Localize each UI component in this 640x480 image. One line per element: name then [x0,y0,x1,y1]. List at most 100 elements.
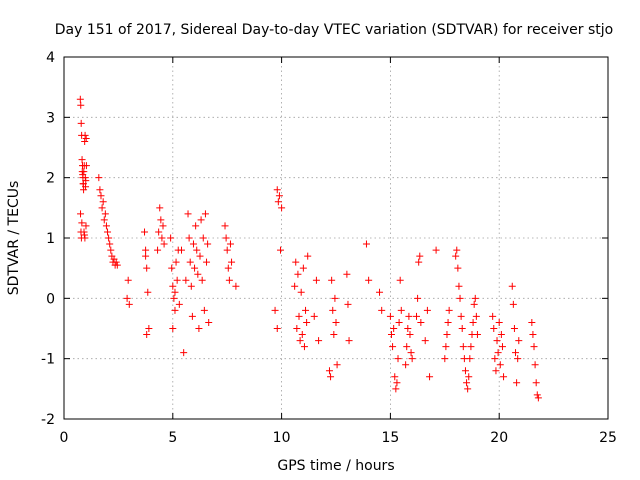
data-point [529,331,537,339]
data-point [331,294,339,302]
data-point [182,276,190,284]
axis-ticks: 0 5 10 15 20 25 -2 -1 0 1 2 3 4 [41,50,617,446]
x-tick-label: 20 [490,430,508,446]
data-point [199,234,207,242]
data-point [395,318,403,326]
data-point [185,234,193,242]
data-point [329,306,337,314]
data-point [396,276,404,284]
data-point [466,355,474,363]
data-point [98,204,106,212]
data-point [378,306,386,314]
data-point [273,325,281,332]
data-point [113,261,121,269]
data-point [97,192,105,200]
data-point [328,276,336,284]
data-point [362,240,370,248]
data-point [454,264,462,272]
data-point [423,306,431,314]
data-point [490,325,498,332]
data-point [78,219,86,227]
data-point [457,312,465,320]
data-point [512,349,520,357]
data-point [387,331,395,339]
data-point [495,318,503,326]
data-point [82,134,90,142]
data-point [470,300,478,308]
data-point [299,264,307,272]
data-point [292,258,300,266]
data-point [376,288,384,296]
x-axis-label: GPS time / hours [277,458,394,474]
data-point [184,210,192,218]
data-point [496,361,504,369]
data-point [145,325,153,332]
data-point [500,373,508,381]
data-point [390,325,398,332]
data-point [330,331,338,339]
data-point [345,337,353,345]
data-point [469,318,477,326]
data-point [295,312,303,320]
data-point [77,210,85,218]
data-point [461,367,469,375]
y-axis-label: SDTVAR / TECUs [6,181,22,296]
data-point [327,373,335,381]
data-point [123,294,131,302]
grid [64,57,608,419]
data-point [394,355,402,363]
data-point [315,337,323,345]
chart-title: Day 151 of 2017, Sidereal Day-to-day VTE… [55,22,613,38]
data-point [81,137,89,145]
x-tick-label: 10 [273,430,291,446]
data-point [95,174,103,182]
data-point [203,258,211,266]
data-point [493,337,501,345]
data-point [296,337,304,345]
data-point [275,192,283,200]
data-point [304,252,312,260]
data-point [426,373,434,381]
data-point [157,216,165,224]
data-point [102,222,110,230]
data-point [195,325,203,332]
data-point [532,379,540,387]
data-point [144,288,152,296]
data-point [494,349,502,357]
data-point [274,198,282,206]
data-point [294,270,302,278]
data-point [408,355,416,363]
data-point [105,234,113,242]
data-point [193,246,201,254]
y-tick-label: 2 [46,171,55,187]
data-point [278,204,286,212]
data-point [534,394,542,402]
data-point [104,228,112,236]
data-point [298,331,306,339]
data-point [167,234,175,242]
data-point [467,343,475,351]
data-point [221,222,229,230]
data-point [443,331,451,339]
data-point [99,198,107,206]
data-point [82,177,90,185]
data-point [472,312,480,320]
data-point [528,318,536,326]
data-point [158,234,166,242]
data-point [498,343,506,351]
y-tick-label: -2 [41,412,55,428]
data-point [413,312,421,320]
data-point [101,210,109,218]
y-tick-label: -1 [41,352,55,368]
data-point [173,276,181,284]
data-point [407,349,415,357]
data-point [441,355,449,363]
data-point [197,216,205,224]
data-point [515,337,523,345]
data-point [232,282,240,290]
data-point [458,325,466,332]
data-point [453,246,461,254]
data-point [186,258,194,266]
data-point [124,276,132,284]
